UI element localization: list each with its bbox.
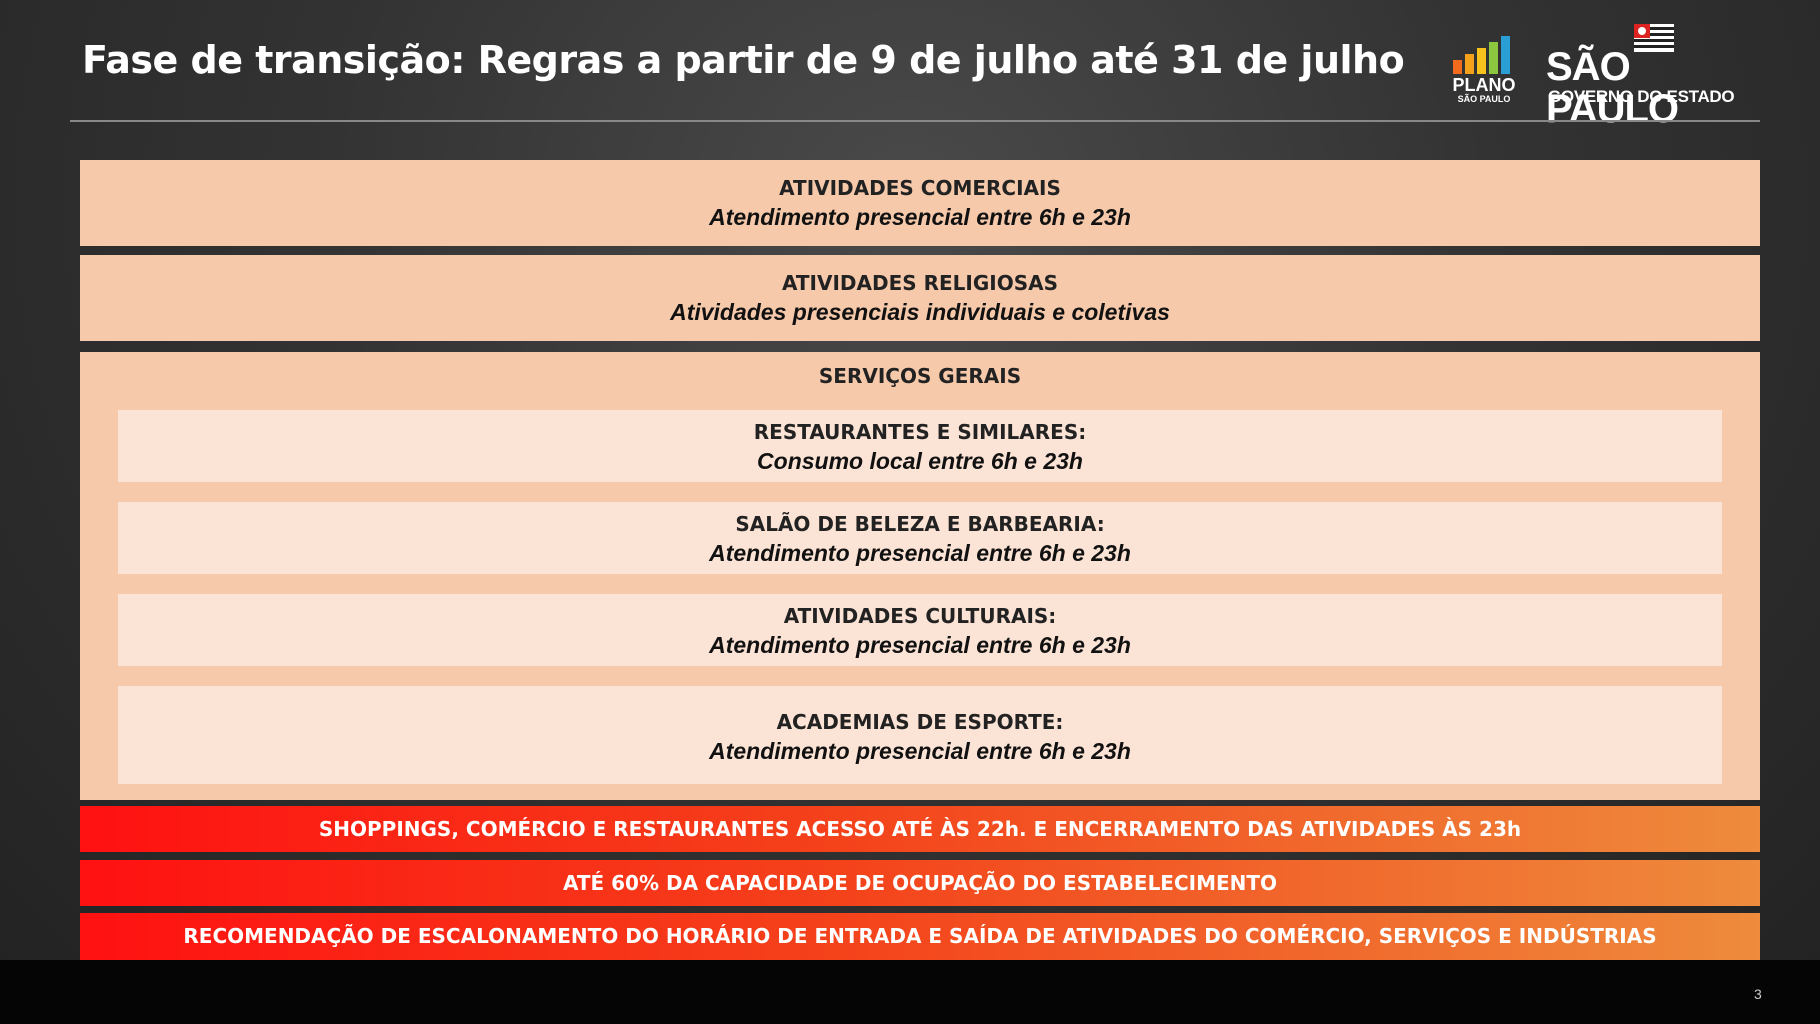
title-divider	[70, 120, 1760, 122]
servico-item: ACADEMIAS DE ESPORTE: Atendimento presen…	[118, 686, 1722, 784]
servico-item: RESTAURANTES E SIMILARES: Consumo local …	[118, 410, 1722, 482]
page-number: 3	[1754, 986, 1762, 1002]
religiosas-heading: ATIVIDADES RELIGIOSAS	[781, 271, 1059, 295]
sp-flag-icon	[1634, 24, 1674, 52]
rule-bar: SHOPPINGS, COMÉRCIO E RESTAURANTES ACESS…	[80, 806, 1760, 852]
comerciais-box: ATIVIDADES COMERCIAIS Atendimento presen…	[80, 160, 1760, 246]
plano-logo-subtext: SÃO PAULO	[1457, 94, 1511, 104]
sp-logo-subtext: GOVERNO DO ESTADO	[1548, 87, 1735, 106]
footer-band	[0, 960, 1820, 1024]
religiosas-box: ATIVIDADES RELIGIOSAS Atividades presenc…	[80, 255, 1760, 341]
comerciais-detail: Atendimento presencial entre 6h e 23h	[709, 204, 1131, 230]
servico-item: ATIVIDADES CULTURAIS: Atendimento presen…	[118, 594, 1722, 666]
servico-item-heading: ATIVIDADES CULTURAIS:	[783, 604, 1057, 628]
servico-item: SALÃO DE BELEZA E BARBEARIA: Atendimento…	[118, 502, 1722, 574]
plano-bars-icon	[1453, 36, 1510, 74]
servico-item-heading: ACADEMIAS DE ESPORTE:	[776, 710, 1064, 734]
servico-item-heading: RESTAURANTES E SIMILARES:	[753, 420, 1087, 444]
servico-item-detail: Atendimento presencial entre 6h e 23h	[709, 632, 1131, 658]
rule-bar: ATÉ 60% DA CAPACIDADE DE OCUPAÇÃO DO EST…	[80, 860, 1760, 906]
servicos-gerais-box: SERVIÇOS GERAIS RESTAURANTES E SIMILARES…	[80, 352, 1760, 800]
sp-logo-text: SÃO PAULO	[1546, 45, 1679, 131]
rule-bar: RECOMENDAÇÃO DE ESCALONAMENTO DO HORÁRIO…	[80, 913, 1760, 960]
page-title: Fase de transição: Regras a partir de 9 …	[82, 38, 1405, 82]
servico-item-heading: SALÃO DE BELEZA E BARBEARIA:	[735, 512, 1105, 536]
servico-item-detail: Consumo local entre 6h e 23h	[757, 448, 1083, 474]
sao-paulo-government-logo: SÃO PAULO GOVERNO DO ESTADO	[1546, 24, 1762, 130]
comerciais-heading: ATIVIDADES COMERCIAIS	[779, 176, 1061, 200]
religiosas-detail: Atividades presenciais individuais e col…	[670, 299, 1170, 325]
servico-item-detail: Atendimento presencial entre 6h e 23h	[709, 540, 1131, 566]
servicos-gerais-heading: SERVIÇOS GERAIS	[818, 364, 1022, 388]
plano-logo-text: PLANO	[1452, 75, 1516, 95]
plano-sao-paulo-logo: PLANO SÃO PAULO	[1447, 36, 1521, 108]
servico-item-detail: Atendimento presencial entre 6h e 23h	[709, 738, 1131, 764]
